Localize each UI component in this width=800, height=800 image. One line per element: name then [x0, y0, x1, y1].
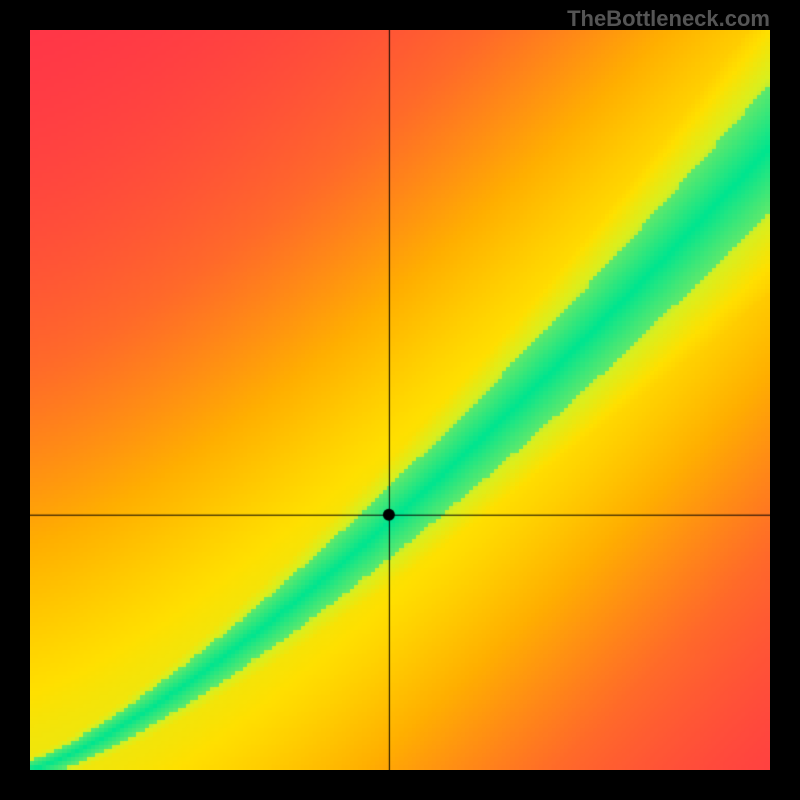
watermark-text: TheBottleneck.com: [567, 6, 770, 32]
bottleneck-heatmap: [30, 30, 770, 770]
